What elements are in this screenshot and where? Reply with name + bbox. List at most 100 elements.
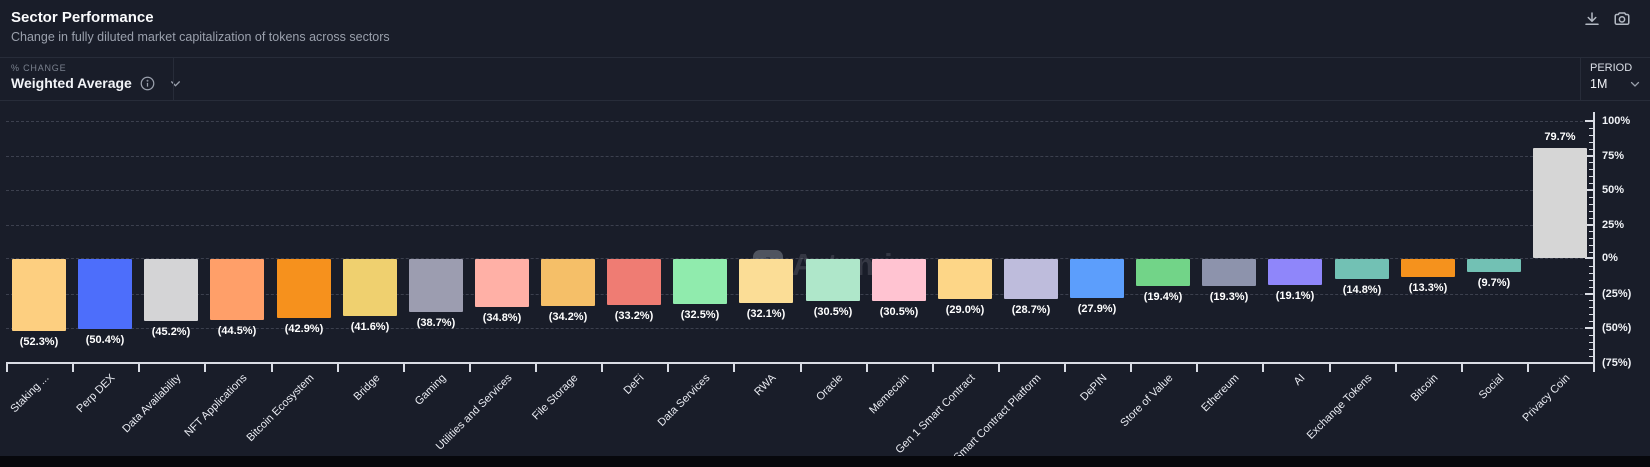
x-axis-tick [601,364,603,372]
x-axis [6,362,1595,364]
x-axis-tick [337,364,339,372]
y-axis-tick-label: (25%) [1602,288,1632,300]
x-axis-label: Oracle [814,372,846,404]
y-axis-tick-label: 0% [1602,252,1618,264]
y-axis-tick-label: 75% [1602,150,1625,162]
y-axis [1593,112,1595,364]
x-axis-label: Memecoin [867,372,912,417]
x-axis-tick [138,364,140,372]
x-axis-label: DeFi [621,372,647,397]
y-gridline [6,328,1593,329]
bar-utilities-and-services[interactable] [475,259,529,307]
bar-value-label: (19.3%) [1209,291,1249,303]
y-minor-tick [1589,321,1593,322]
bar-ai[interactable] [1268,259,1322,285]
period-dropdown[interactable]: 1M [1590,77,1641,91]
bar-smart-contract-platform[interactable] [1004,259,1058,299]
bar-bitcoin[interactable] [1401,259,1455,277]
x-axis-label: Data Availability [120,372,184,436]
y-major-tick [1585,362,1593,364]
controls-divider-left [173,57,174,101]
bar-gaming[interactable] [409,259,463,312]
y-minor-tick [1589,211,1593,212]
bar-social[interactable] [1467,259,1521,272]
y-axis-tick-label: (50%) [1602,322,1632,334]
x-axis-tick [800,364,802,372]
bar-value-label: (32.5%) [680,309,720,321]
bar-value-label: (42.9%) [284,323,324,335]
bar-value-label: (19.1%) [1275,290,1315,302]
bar-perp-dex[interactable] [78,259,132,329]
x-axis-label: File Storage [530,372,581,423]
y-minor-tick [1589,335,1593,336]
bar-file-storage[interactable] [541,259,595,306]
x-axis-label: Bitcoin Ecosystem [244,372,317,445]
x-axis-tick [271,364,273,372]
download-button[interactable] [1581,8,1603,30]
x-axis-label: NFT Applications [182,372,250,440]
bar-value-label: (13.3%) [1408,282,1448,294]
info-icon[interactable] [140,76,155,91]
bar-data-services[interactable] [673,259,727,304]
y-minor-tick [1589,273,1593,274]
x-axis-tick [1395,364,1397,372]
y-minor-tick [1589,349,1593,350]
bar-bitcoin-ecosystem[interactable] [277,259,331,318]
page-subtitle: Change in fully diluted market capitaliz… [11,30,390,44]
y-minor-tick [1589,135,1593,136]
bar-value-label: (34.2%) [548,311,588,323]
bar-value-label: (30.5%) [813,306,853,318]
y-minor-tick [1589,218,1593,219]
bar-defi[interactable] [607,259,661,305]
bar-depin[interactable] [1070,259,1124,298]
bar-staking[interactable] [12,259,66,331]
x-axis-tick [403,364,405,372]
bar-bridge[interactable] [343,259,397,316]
bar-oracle[interactable] [806,259,860,301]
camera-icon [1613,10,1631,28]
bar-value-label: (41.6%) [350,321,390,333]
y-minor-tick [1589,238,1593,239]
x-axis-label: Gen 1 Smart Contract [893,372,978,457]
x-axis-label: RWA [752,372,779,399]
x-axis-tick [998,364,1000,372]
bar-ethereum[interactable] [1202,259,1256,286]
metric-dropdown[interactable]: Weighted Average [11,75,182,91]
bar-data-availability[interactable] [144,259,198,321]
y-minor-tick [1589,183,1593,184]
y-minor-tick [1589,287,1593,288]
bar-memecoin[interactable] [872,259,926,301]
x-axis-tick [72,364,74,372]
bottom-edge [0,456,1650,467]
x-axis-label: Ethereum [1199,372,1242,415]
screenshot-button[interactable] [1611,8,1633,30]
bar-nft-applications[interactable] [210,259,264,320]
download-icon [1583,10,1601,28]
x-axis-label: AI [1291,372,1308,388]
bar-value-label: (28.7%) [1011,304,1051,316]
x-axis-label: Bitcoin [1408,372,1441,404]
bar-value-label: (27.9%) [1077,303,1117,315]
x-axis-label: Gaming [412,372,449,408]
bar-privacy-coin[interactable] [1533,148,1587,258]
bar-value-label: (30.5%) [879,306,919,318]
y-axis-tick-label: (75%) [1602,357,1632,369]
y-major-tick [1585,327,1593,329]
period-dropdown-value: 1M [1590,77,1608,91]
x-axis-label: Store of Value [1118,372,1176,430]
x-axis-label: DePIN [1078,372,1110,404]
y-minor-tick [1589,314,1593,315]
y-axis-tick-label: 100% [1602,115,1631,127]
bar-gen-1-smart-contract[interactable] [938,259,992,299]
bar-rwa[interactable] [739,259,793,303]
bar-store-of-value[interactable] [1136,259,1190,286]
bar-exchange-tokens[interactable] [1335,259,1389,279]
x-axis-label: Data Services [655,372,713,429]
y-minor-tick [1589,307,1593,308]
y-gridline [6,156,1593,157]
x-axis-label: Staking ... [8,372,52,416]
x-axis-tick [535,364,537,372]
y-axis-tick-label: 50% [1602,184,1625,196]
y-minor-tick [1589,204,1593,205]
